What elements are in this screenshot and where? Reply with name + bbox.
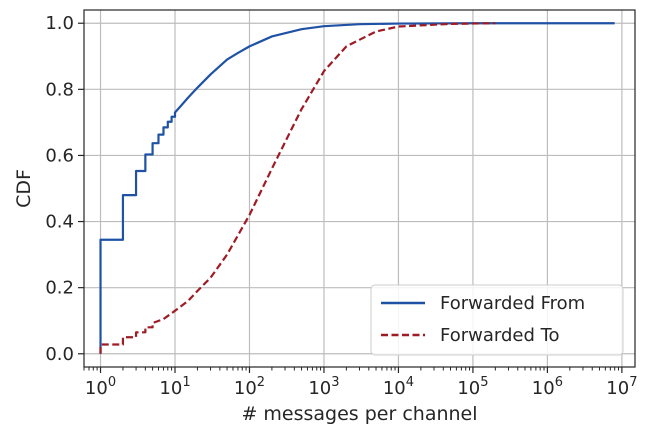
x-tick-label-exponent: 7	[629, 375, 637, 390]
x-tick-label-exponent: 4	[406, 375, 414, 390]
y-tick-label: 0.0	[45, 344, 74, 365]
x-tick-label-base: 10	[606, 378, 629, 399]
plot-series	[99, 22, 615, 354]
x-tick-label: 104	[383, 375, 414, 399]
series-line-forwarded-from	[99, 22, 615, 354]
y-axis-label: CDF	[13, 169, 35, 208]
x-tick-label-base: 10	[85, 378, 108, 399]
legend: Forwarded From Forwarded To	[370, 284, 624, 356]
x-axis-ticks: 100 101 102 103 104 105 106 107	[83, 367, 637, 399]
y-axis-ticks: 0.0 0.2 0.4 0.6 0.8 1.0	[45, 13, 84, 365]
y-tick-label: 0.8	[45, 79, 74, 100]
y-tick-label: 1.0	[45, 13, 74, 34]
x-tick-label-exponent: 1	[182, 375, 190, 390]
x-tick-label: 101	[159, 375, 190, 399]
y-tick-label: 0.2	[45, 278, 74, 299]
x-tick-label-base: 10	[457, 378, 480, 399]
x-tick-label: 106	[532, 375, 563, 399]
legend-box	[370, 284, 624, 356]
y-tick-label: 0.6	[45, 145, 74, 166]
legend-label-forwarded-from: Forwarded From	[440, 293, 585, 314]
x-tick-label-base: 10	[383, 378, 406, 399]
x-tick-label: 107	[606, 375, 637, 399]
legend-label-forwarded-to: Forwarded To	[440, 325, 560, 346]
x-axis-label: # messages per channel	[241, 403, 477, 425]
x-tick-label: 105	[457, 375, 488, 399]
x-tick-label-exponent: 6	[555, 375, 563, 390]
x-tick-label-exponent: 5	[480, 375, 488, 390]
x-tick-label: 102	[234, 375, 265, 399]
x-tick-label-base: 10	[234, 378, 257, 399]
x-tick-label-base: 10	[159, 378, 182, 399]
series-line-forwarded-to	[99, 22, 496, 354]
x-tick-label: 100	[85, 375, 116, 399]
x-tick-label-base: 10	[532, 378, 555, 399]
x-tick-label-base: 10	[308, 378, 331, 399]
y-tick-label: 0.4	[45, 212, 74, 233]
x-tick-label-exponent: 3	[331, 375, 339, 390]
x-tick-label-exponent: 2	[257, 375, 265, 390]
x-tick-label: 103	[308, 375, 339, 399]
x-tick-label-exponent: 0	[108, 375, 116, 390]
